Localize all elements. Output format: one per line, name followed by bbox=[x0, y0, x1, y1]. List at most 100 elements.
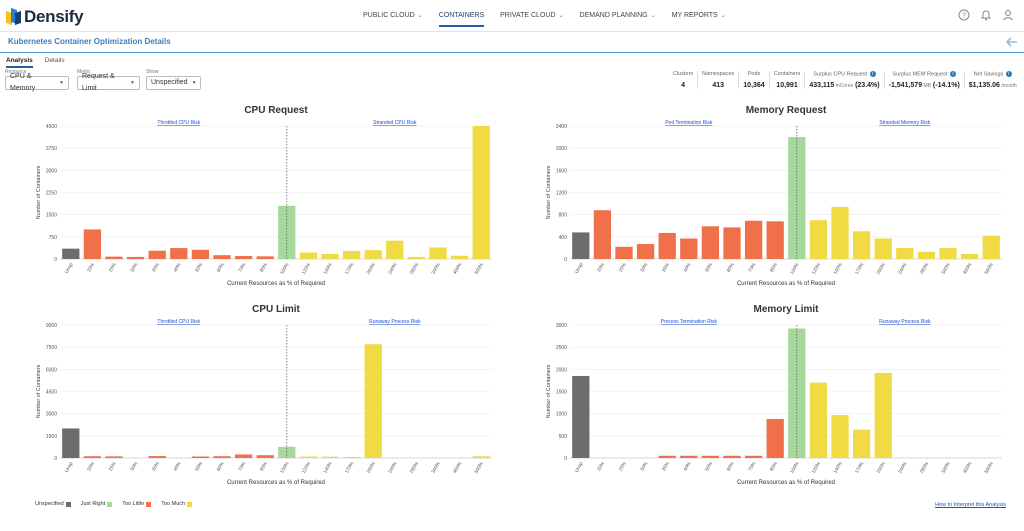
interpret-analysis-link[interactable]: How to Interpret this Analysis bbox=[935, 502, 1006, 508]
y-tick-label: 3000 bbox=[556, 323, 567, 329]
x-axis-label: Current Resources as % of Required bbox=[227, 281, 325, 287]
risk-link-left[interactable]: Throttled CPU Risk bbox=[157, 120, 200, 126]
user-icon[interactable] bbox=[1002, 9, 1014, 21]
bar bbox=[809, 220, 828, 259]
memory-limit-chart: Memory Limit 0 500 1000 1500 2000 2500 3000 Numb… bbox=[540, 300, 1010, 488]
bar bbox=[299, 252, 318, 259]
nav-item-containers[interactable]: CONTAINERS bbox=[431, 0, 492, 32]
chevron-down-icon: ⌄ bbox=[650, 13, 656, 19]
risk-link-right[interactable]: Runaway Process Risk bbox=[879, 319, 931, 325]
y-tick-label: 3000 bbox=[46, 168, 57, 174]
x-tick-label: 140% bbox=[832, 460, 844, 474]
metric-select[interactable]: Request & Limit ▼ bbox=[77, 73, 140, 92]
x-tick-label: 30% bbox=[129, 460, 139, 472]
x-tick-label: 340% bbox=[430, 261, 442, 275]
risk-link-left[interactable]: Throttled CPU Risk bbox=[157, 319, 200, 325]
x-tick-label: 20% bbox=[86, 460, 96, 472]
memory-limit-chart-svg: Memory Limit 0 500 1000 1500 2000 2500 3000 Numb… bbox=[546, 304, 1002, 486]
x-tick-label: Unsp bbox=[64, 262, 75, 275]
x-tick-label: 120% bbox=[811, 261, 823, 275]
resource-select[interactable]: CPU & Memory ▼ bbox=[5, 73, 69, 92]
risk-link-left[interactable]: Pod Termination Risk bbox=[665, 120, 713, 126]
stat-label: Net Savings i bbox=[969, 71, 1017, 77]
help-icon[interactable]: ? bbox=[958, 9, 970, 21]
risk-link-right[interactable]: Runaway Process Risk bbox=[369, 319, 421, 325]
bar bbox=[593, 210, 612, 259]
risk-link-left[interactable]: Process Termination Risk bbox=[661, 319, 718, 325]
summary-stats: Clusters 4 Namespaces 413 Pods 10,364 Containe… bbox=[669, 71, 1021, 90]
bell-icon[interactable] bbox=[980, 9, 992, 21]
densify-logo[interactable]: Densify bbox=[6, 7, 84, 27]
bar bbox=[809, 382, 828, 458]
chevron-down-icon: ⌄ bbox=[558, 13, 564, 19]
legend-swatch bbox=[146, 501, 152, 507]
resource-select-value: CPU & Memory bbox=[10, 73, 36, 92]
bar bbox=[572, 375, 590, 458]
x-tick-label: 200% bbox=[366, 460, 378, 474]
bar bbox=[960, 254, 979, 259]
main-nav: PUBLIC CLOUD ⌄ CONTAINERS PRIVATE CLOUD ⌄ DEM… bbox=[355, 0, 734, 32]
x-tick-label: 400% bbox=[962, 261, 974, 275]
nav-icon-group: ? bbox=[958, 9, 1014, 21]
x-tick-label: 25% bbox=[108, 460, 118, 472]
risk-link-right[interactable]: Stranded CPU Risk bbox=[373, 120, 417, 126]
stat-label: Clusters bbox=[673, 71, 694, 77]
y-tick-label: 4500 bbox=[46, 124, 57, 130]
bar bbox=[472, 126, 490, 259]
stat-unit: MB bbox=[922, 83, 931, 90]
x-tick-label: 85% bbox=[769, 261, 779, 273]
chart-title: Memory Limit bbox=[753, 304, 819, 315]
densify-logo-mark-icon bbox=[6, 7, 21, 26]
x-tick-label: 170% bbox=[344, 460, 356, 474]
info-icon[interactable]: i bbox=[1005, 71, 1012, 77]
bar bbox=[299, 456, 318, 458]
svg-text:?: ? bbox=[962, 13, 966, 20]
risk-link-right[interactable]: Stranded Memory Risk bbox=[879, 120, 930, 126]
bar bbox=[939, 247, 957, 259]
x-tick-label: 60% bbox=[726, 460, 736, 472]
bar bbox=[744, 455, 763, 458]
stat-containers: Containers 10,991 bbox=[768, 71, 805, 90]
stat-namespaces: Namespaces 413 bbox=[697, 71, 738, 90]
x-tick-label: 280% bbox=[919, 460, 931, 474]
bar bbox=[917, 251, 936, 259]
x-tick-label: 50% bbox=[194, 460, 204, 472]
x-tick-label: 200% bbox=[876, 261, 888, 275]
stat-pods: Pods 10,364 bbox=[738, 71, 768, 90]
chart-legend: Unspecified Just Right Too Little Too Much bbox=[35, 501, 193, 507]
x-tick-label: 35% bbox=[151, 460, 161, 472]
tab-details[interactable]: Details bbox=[44, 57, 65, 64]
memory-request-chart-svg: Memory Request 0 400 800 1200 1600 2000 2400 Num… bbox=[546, 105, 1002, 287]
chevron-down-icon: ▼ bbox=[130, 80, 135, 86]
legend-swatch bbox=[65, 501, 71, 507]
show-select[interactable]: Unspecified ▼ bbox=[146, 76, 201, 90]
back-arrow-icon[interactable] bbox=[1005, 35, 1019, 49]
bar bbox=[680, 455, 698, 458]
info-icon[interactable]: i bbox=[869, 71, 876, 77]
bar bbox=[213, 255, 231, 259]
top-nav-bar: Densify PUBLIC CLOUD ⌄ CONTAINERS PRIVATE C… bbox=[0, 0, 1024, 32]
bar bbox=[874, 372, 892, 458]
y-tick-label: 0 bbox=[54, 456, 57, 462]
legend-item-unspecified: Unspecified bbox=[35, 501, 71, 507]
bar bbox=[386, 240, 404, 259]
bar bbox=[615, 246, 633, 259]
x-tick-label: 340% bbox=[430, 460, 442, 474]
tab-analysis[interactable]: Analysis bbox=[6, 57, 33, 68]
bar bbox=[105, 456, 123, 458]
nav-item-my-reports[interactable]: MY REPORTS ⌄ bbox=[664, 0, 734, 32]
nav-item-public-cloud[interactable]: PUBLIC CLOUD ⌄ bbox=[355, 0, 431, 32]
y-axis-label: Number of Containers bbox=[36, 364, 42, 418]
bar bbox=[321, 456, 339, 458]
x-tick-label: 140% bbox=[322, 261, 334, 275]
bar bbox=[852, 231, 871, 259]
x-tick-label: 120% bbox=[301, 261, 313, 275]
stat-unit: /month bbox=[999, 83, 1017, 90]
y-tick-label: 400 bbox=[559, 235, 568, 241]
x-tick-label: 60% bbox=[216, 261, 226, 273]
nav-item-private-cloud[interactable]: PRIVATE CLOUD ⌄ bbox=[492, 0, 571, 32]
info-icon[interactable]: i bbox=[949, 71, 956, 77]
nav-item-demand-planning[interactable]: DEMAND PLANNING ⌄ bbox=[572, 0, 664, 32]
bar bbox=[256, 256, 274, 259]
x-tick-label: 70% bbox=[747, 261, 757, 273]
